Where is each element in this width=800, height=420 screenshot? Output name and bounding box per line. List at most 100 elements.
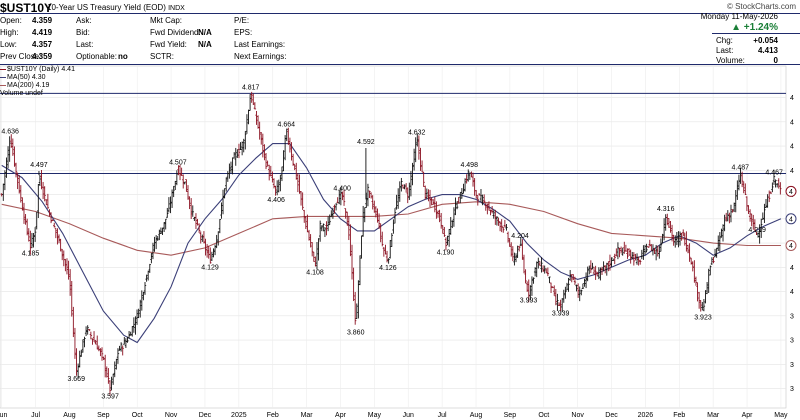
price-bar [709, 265, 712, 276]
x-tick-label: Oct [538, 412, 549, 419]
price-bar [161, 227, 164, 235]
price-bar [685, 231, 688, 252]
price-bar [777, 178, 780, 189]
price-bar [67, 260, 70, 280]
price-bar [670, 224, 674, 242]
legend-price: $UST10Y (Daily) 4.41 [0, 66, 75, 74]
price-bar [623, 241, 626, 254]
price-bar [70, 280, 73, 317]
price-bar [307, 229, 311, 241]
price-bar [662, 218, 666, 241]
price-bar [382, 246, 386, 257]
price-bar [59, 238, 62, 252]
price-bar [350, 244, 354, 280]
y-tick-label: 4 [790, 168, 794, 175]
y-tick-label: 3 [790, 313, 794, 320]
price-bar [346, 211, 349, 226]
price-bar [737, 174, 741, 191]
price-bar [56, 228, 59, 245]
price-bar [640, 249, 644, 260]
price-bar [61, 248, 64, 261]
price-bar [712, 256, 715, 264]
price-bar [170, 189, 174, 208]
quote-label: Fwd Yield: [150, 40, 187, 49]
price-bar [309, 234, 312, 248]
price-bar [588, 265, 591, 275]
price-annotation: 4.498 [460, 162, 478, 169]
quote-label: Fwd Dividend: [150, 28, 201, 37]
price-bar [728, 212, 731, 224]
price-bar [597, 267, 601, 280]
price-bar [696, 282, 699, 302]
legend-volume: Volume undef [0, 90, 43, 97]
x-tick-label: Aug [470, 412, 483, 419]
price-bar [745, 196, 749, 212]
price-bar [619, 246, 623, 254]
price-annotation: 4.400 [333, 186, 351, 193]
price-bar [570, 274, 573, 283]
price-bar [748, 209, 752, 222]
price-bar [277, 179, 280, 193]
price-bar [470, 171, 473, 178]
price-bar [236, 149, 239, 158]
price-bar [116, 348, 120, 364]
price-bar [172, 185, 175, 198]
price-bar [320, 225, 323, 232]
price-bar [142, 291, 145, 301]
price-bar [513, 252, 516, 266]
stockcharts-logo[interactable]: © StockCharts.com [726, 2, 796, 11]
price-bar [688, 243, 691, 262]
price-bar [508, 238, 511, 247]
price-bar [140, 290, 144, 311]
price-bar [444, 237, 448, 251]
quote-label: Open: [0, 16, 22, 25]
price-bar [639, 259, 642, 265]
price-bar [21, 197, 24, 211]
price-bar [180, 167, 183, 176]
y-tick-label: 4 [790, 119, 794, 126]
header-rule-right [712, 33, 800, 34]
price-bar [72, 306, 75, 338]
price-bar [580, 289, 583, 296]
price-bar [396, 188, 400, 209]
price-bar [288, 137, 292, 153]
price-annotation: 4.636 [1, 128, 19, 135]
price-bar [702, 299, 706, 312]
price-bar [24, 214, 27, 225]
price-bar [226, 171, 230, 182]
price-bar [242, 138, 245, 153]
exchange-text: INDX [168, 5, 185, 12]
price-bar [83, 336, 86, 348]
price-bar [718, 232, 722, 252]
x-tick-label: Feb [267, 412, 279, 419]
price-bar [310, 242, 314, 257]
quote-label: Last Earnings: [234, 40, 286, 49]
price-bar [363, 207, 366, 223]
price-bar [146, 270, 150, 281]
price-bar [549, 282, 553, 293]
price-bar [697, 291, 701, 309]
quote-value: +0.054 [753, 36, 778, 45]
header-rule-bottom [0, 64, 800, 65]
price-bar [650, 244, 653, 251]
price-bar [80, 349, 83, 357]
price-bar [527, 279, 530, 303]
price-bar [503, 219, 507, 228]
price-bar [266, 160, 269, 167]
price-bar [65, 258, 69, 275]
price-bar [424, 185, 427, 200]
price-bar [538, 261, 542, 267]
price-bar [608, 254, 612, 271]
price-bar [105, 366, 108, 378]
price-bar [328, 214, 331, 226]
price-bar [400, 177, 403, 192]
y-tick-label: 4 [790, 265, 794, 272]
grid [0, 65, 787, 409]
quote-label: Low: [0, 40, 17, 49]
price-bar [769, 191, 772, 194]
price-bar [51, 219, 54, 221]
price-bar [629, 249, 632, 264]
price-bar [110, 376, 113, 391]
price-bar [541, 265, 545, 272]
